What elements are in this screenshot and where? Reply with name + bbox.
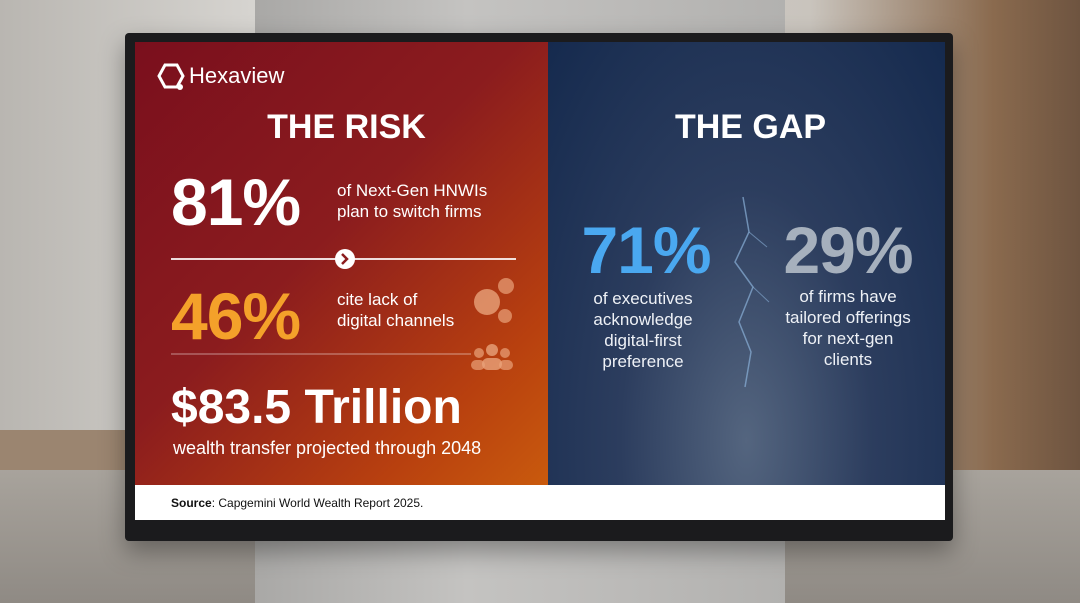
- stat-line: tailored offerings: [785, 308, 911, 327]
- desk: [0, 430, 130, 470]
- stat-line: of firms have: [799, 287, 897, 306]
- stat-line: digital channels: [337, 311, 455, 330]
- people-icon: [471, 344, 513, 370]
- coins-icon: [474, 278, 514, 323]
- logo-mark: [157, 63, 185, 90]
- source-text: : Capgemini World Wealth Report 2025.: [211, 496, 424, 510]
- stat-text: of executives acknowledge digital-first …: [568, 288, 718, 372]
- stat-value: 29%: [783, 213, 913, 287]
- gap-title: THE GAP: [674, 108, 827, 146]
- divider: [171, 353, 471, 355]
- divider: [171, 249, 516, 269]
- stat-line: plan to switch firms: [337, 202, 482, 221]
- stat-line: for next-gen: [802, 329, 894, 348]
- risk-title: THE RISK: [267, 108, 426, 146]
- source-label: Source: [171, 496, 212, 510]
- headline-value: $83.5 Trillion: [171, 381, 462, 434]
- stat-text: of firms have tailored offerings for nex…: [768, 286, 928, 370]
- stat-line: cite lack of: [337, 290, 418, 309]
- stat-line: of Next-Gen HNWIs: [337, 181, 488, 200]
- stat-value: 81%: [171, 165, 301, 239]
- stat-line: clients: [823, 350, 873, 369]
- stat-line: acknowledge: [593, 310, 693, 329]
- stat-line: preference: [602, 352, 684, 371]
- stat-value: 71%: [581, 213, 711, 287]
- source: Source: Capgemini World Wealth Report 20…: [171, 496, 423, 510]
- stat-value: 46%: [171, 279, 301, 353]
- stat-line: digital-first: [604, 331, 682, 350]
- risk-panel: Hexaview THE RISK 81% of Next-Gen HNWIs …: [135, 42, 548, 485]
- source-strip: Source: Capgemini World Wealth Report 20…: [135, 485, 945, 520]
- headline-text: wealth transfer projected through 2048: [173, 438, 482, 458]
- gap-panel: THE GAP 71% of executives acknowledge di…: [548, 42, 945, 485]
- stat-line: of executives: [593, 289, 693, 308]
- crack: [734, 196, 770, 388]
- stat-text: cite lack of digital channels: [337, 289, 454, 331]
- stat-text: of Next-Gen HNWIs plan to switch firms: [337, 180, 487, 222]
- brand: Hexaview: [189, 63, 285, 88]
